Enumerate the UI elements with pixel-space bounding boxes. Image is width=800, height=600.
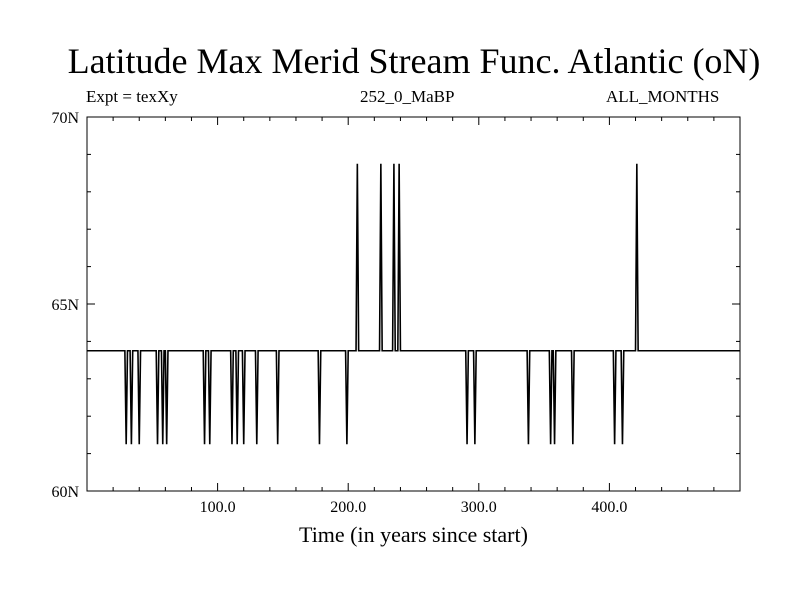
x-tick-label: 400.0 bbox=[591, 499, 627, 516]
chart-title: Latitude Max Merid Stream Func. Atlantic… bbox=[67, 41, 761, 81]
experiment-label: Expt = texXy bbox=[86, 87, 178, 106]
y-tick-label: 60N bbox=[51, 484, 79, 501]
y-tick-label: 65N bbox=[51, 297, 79, 314]
plot-frame bbox=[86, 116, 741, 492]
x-tick-label: 100.0 bbox=[200, 499, 236, 516]
x-axis-label: Time (in years since start) bbox=[299, 522, 528, 547]
ticks-layer bbox=[87, 117, 740, 491]
months-label: ALL_MONTHS bbox=[606, 87, 720, 106]
series-layer bbox=[87, 163, 740, 445]
x-tick-label: 300.0 bbox=[461, 499, 497, 516]
period-label: 252_0_MaBP bbox=[360, 87, 455, 106]
series-line bbox=[87, 163, 740, 445]
x-tick-label: 200.0 bbox=[330, 499, 366, 516]
y-tick-label: 70N bbox=[51, 110, 79, 127]
labels-layer: 100.0 200.0 300.0 400.0 60N 65N 70N bbox=[51, 110, 627, 516]
